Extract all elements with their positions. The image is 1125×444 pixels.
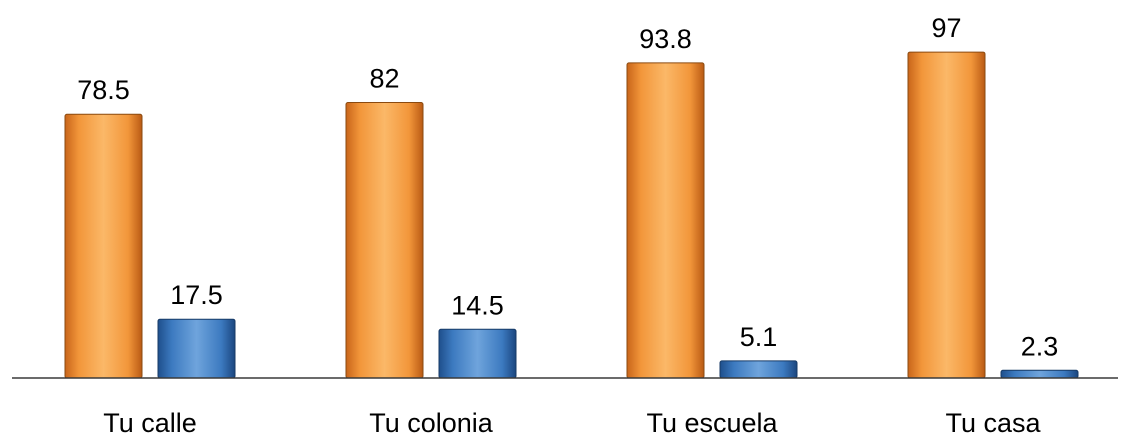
category-label-0: Tu calle bbox=[103, 408, 197, 438]
value-label-series2-2: 5.1 bbox=[740, 322, 778, 352]
value-label-series1-3: 97 bbox=[931, 13, 961, 43]
category-label-3: Tu casa bbox=[945, 408, 1041, 438]
value-label-series1-0: 78.5 bbox=[77, 75, 130, 105]
value-labels-group: 78.5 17.5 82 14.5 93.8 5.1 97 2.3 bbox=[77, 13, 1058, 361]
category-labels-group: Tu calle Tu colonia Tu escuela Tu casa bbox=[103, 408, 1041, 438]
bar-series2-1 bbox=[438, 328, 517, 379]
bars-group bbox=[64, 51, 1079, 379]
value-label-series1-1: 82 bbox=[369, 63, 399, 93]
bar-series2-3 bbox=[1000, 369, 1079, 379]
value-label-series2-1: 14.5 bbox=[451, 290, 504, 320]
value-label-series2-0: 17.5 bbox=[170, 280, 223, 310]
bar-series1-3 bbox=[907, 51, 986, 379]
bar-series1-1 bbox=[345, 101, 424, 379]
value-label-series1-2: 93.8 bbox=[639, 24, 692, 54]
category-label-2: Tu escuela bbox=[646, 408, 778, 438]
bar-series2-2 bbox=[719, 360, 798, 379]
bar-series1-0 bbox=[64, 113, 143, 379]
bar-series1-2 bbox=[626, 62, 705, 379]
category-label-1: Tu colonia bbox=[369, 408, 494, 438]
value-label-series2-3: 2.3 bbox=[1021, 331, 1059, 361]
bar-series2-0 bbox=[157, 318, 236, 379]
